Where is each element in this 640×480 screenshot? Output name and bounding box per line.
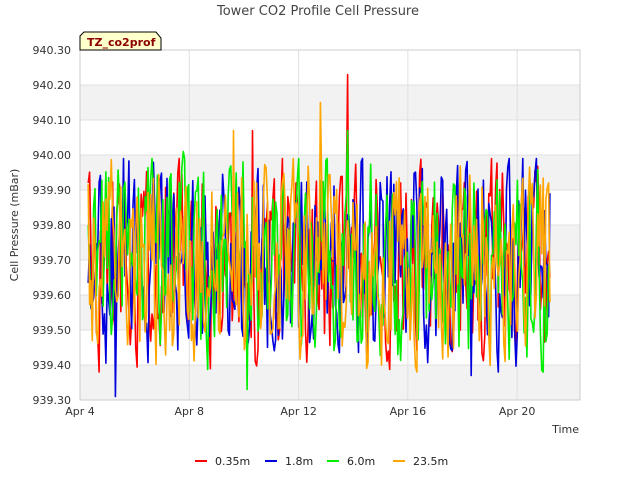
legend: 0.35m 1.8m 6.0m 23.5m — [195, 455, 448, 468]
y-tick-label: 939.90 — [33, 184, 72, 197]
y-tick-label: 939.50 — [33, 324, 72, 337]
series-line-0.35m — [87, 73, 551, 373]
y-tick-label: 939.30 — [33, 394, 72, 407]
series-lines — [87, 73, 551, 398]
station-badge-label: TZ_co2prof — [87, 36, 156, 49]
chart-title: Tower CO2 Profile Cell Pressure — [216, 4, 419, 19]
legend-label: 1.8m — [285, 455, 313, 468]
y-tick-label: 939.40 — [33, 359, 72, 372]
y-tick-label: 939.70 — [33, 254, 72, 267]
y-axis-ticks: 939.30 939.40 939.50 939.60 939.70 939.80 939.… — [33, 44, 72, 407]
plot-band — [80, 365, 580, 400]
legend-label: 23.5m — [413, 455, 448, 468]
y-tick-label: 939.80 — [33, 219, 72, 232]
x-tick-label: Apr 20 — [499, 405, 536, 418]
x-tick-label: Apr 16 — [390, 405, 427, 418]
y-tick-label: 940.20 — [33, 79, 72, 92]
plot-border — [79, 49, 581, 401]
series-line-23.5m — [87, 101, 551, 373]
legend-label: 0.35m — [215, 455, 250, 468]
legend-label: 6.0m — [347, 455, 375, 468]
x-tick-label: Apr 4 — [65, 405, 95, 418]
x-tick-label: Apr 12 — [280, 405, 317, 418]
x-axis-ticks: Apr 4 Apr 8 Apr 12 Apr 16 Apr 20 — [65, 405, 535, 418]
plot-band — [80, 85, 580, 120]
y-tick-label: 940.10 — [33, 114, 72, 127]
y-axis-label: Cell Pressure (mBar) — [8, 169, 21, 282]
y-tick-label: 940.30 — [33, 44, 72, 57]
x-tick-label: Apr 8 — [175, 405, 205, 418]
y-tick-label: 940.00 — [33, 149, 72, 162]
x-axis-label: Time — [551, 423, 579, 436]
station-badge: TZ_co2prof — [79, 31, 162, 51]
y-tick-label: 939.60 — [33, 289, 72, 302]
